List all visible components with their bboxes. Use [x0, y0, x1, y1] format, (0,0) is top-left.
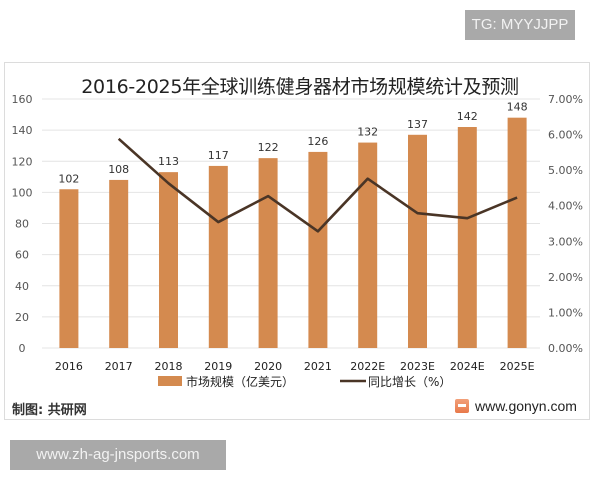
- left-axis-tick: 80: [15, 218, 29, 231]
- chart-plot: 0 20 40 60 80 100 120 140 160 0.00% 1.00% 2.00% 3.00…: [12, 93, 583, 389]
- site-credit: www.gonyn.com: [455, 398, 577, 414]
- bar: [159, 172, 178, 348]
- tg-badge: TG: MYYJJPP: [465, 10, 575, 40]
- bar: [59, 189, 79, 348]
- chart-title: 2016-2025年全球训练健身器材市场规模统计及预测: [81, 76, 519, 98]
- right-axis-tick: 6.00%: [548, 129, 583, 142]
- source-label: 制图: 共研网: [12, 403, 87, 418]
- left-axis-tick: 100: [12, 186, 33, 199]
- bar-value-label: 102: [58, 172, 79, 185]
- left-axis-tick: 40: [15, 280, 29, 293]
- site-url: www.gonyn.com: [475, 398, 577, 414]
- right-axis-tick: 7.00%: [548, 93, 583, 106]
- bar-value-label: 132: [357, 126, 378, 139]
- x-axis-tick: 2021: [304, 360, 332, 373]
- legend-line-label: 同比增长（%）: [368, 375, 451, 389]
- bar-value-label: 142: [457, 110, 478, 123]
- left-axis-tick: 0: [19, 342, 26, 355]
- bar: [208, 165, 228, 348]
- chart-frame: [4, 62, 590, 420]
- x-axis-tick: 2024E: [450, 360, 485, 373]
- legend-bar-swatch: [158, 376, 182, 386]
- right-axis-tick: 4.00%: [548, 200, 583, 213]
- right-axis-tick: 5.00%: [548, 164, 583, 177]
- x-axis-tick: 2020: [254, 360, 282, 373]
- x-axis-tick: 2016: [55, 360, 83, 373]
- right-axis-tick: 3.00%: [548, 235, 583, 248]
- right-axis-tick: 1.00%: [548, 306, 583, 319]
- x-axis-tick: 2019: [204, 360, 232, 373]
- left-axis-tick: 120: [12, 155, 33, 168]
- bottom-url-badge: www.zh-ag-jnsports.com: [10, 440, 226, 470]
- bar: [358, 142, 378, 348]
- gonyn-logo-icon: [455, 399, 469, 413]
- x-axis-tick: 2018: [155, 360, 183, 373]
- bar: [408, 134, 427, 348]
- bar: [457, 127, 477, 348]
- bar: [258, 158, 278, 348]
- bar-value-label: 117: [208, 149, 229, 162]
- legend-bar-label: 市场规模（亿美元）: [186, 374, 294, 389]
- left-axis-tick: 140: [12, 124, 33, 137]
- bar-value-label: 137: [407, 118, 428, 131]
- bar-value-label: 108: [108, 163, 129, 176]
- left-axis-tick: 160: [12, 93, 33, 106]
- bar: [507, 117, 527, 348]
- right-axis-tick: 0.00%: [548, 342, 583, 355]
- x-axis-tick: 2017: [105, 360, 133, 373]
- bar-value-label: 122: [258, 141, 279, 154]
- x-axis-tick: 2025E: [500, 360, 535, 373]
- bar-value-label: 126: [307, 135, 328, 148]
- bar: [109, 179, 129, 348]
- x-axis-tick: 2022E: [350, 360, 385, 373]
- x-axis-tick: 2023E: [400, 360, 435, 373]
- left-axis-tick: 60: [15, 249, 29, 262]
- bar-value-label: 148: [507, 101, 528, 114]
- growth-line: [117, 137, 518, 233]
- left-axis-tick: 20: [15, 311, 29, 324]
- right-axis-tick: 2.00%: [548, 271, 583, 284]
- bar: [308, 151, 328, 348]
- bar-value-label: 113: [158, 155, 179, 168]
